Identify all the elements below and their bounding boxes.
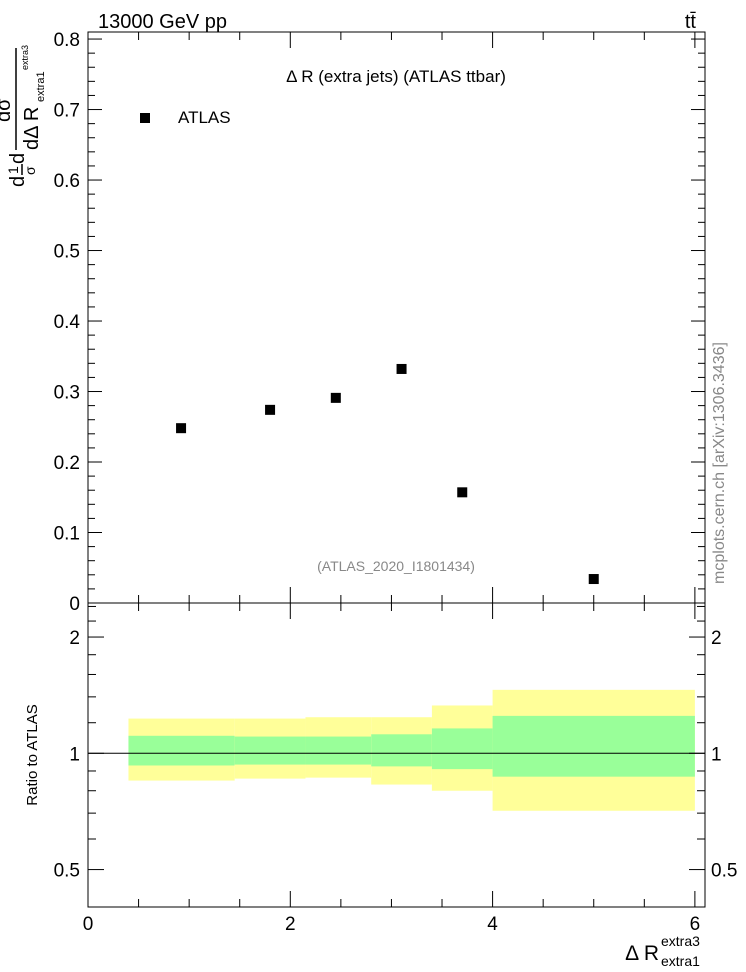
ratio-panel: 0.5 0.5 1 1 2 2 0 2 4 6 Ratio to ATLAS Δ R extra… — [24, 602, 737, 969]
ratio-x-tick-label: 0 — [83, 914, 94, 935]
y-label-d2: d — [7, 153, 29, 164]
ratio-y-tick-label: 0.5 — [54, 861, 80, 882]
process-label: tt̄ — [685, 11, 697, 33]
data-point — [330, 392, 341, 403]
y-label-sigma: σ — [22, 166, 38, 175]
y-axis-label: d 1 σ d dσ ttd dΔ R extra1 extra3 — [0, 45, 47, 187]
data-point — [457, 487, 468, 498]
ratio-x-ticks: 0 2 4 6 — [83, 603, 700, 935]
data-point — [265, 404, 276, 415]
ratio-y-tick-label-right: 1 — [711, 744, 722, 765]
main-marks — [176, 363, 599, 585]
legend-marker — [140, 113, 150, 123]
chart-title: Δ R (extra jets) (ATLAS ttbar) — [286, 67, 506, 86]
main-y-tick-label: 0 — [69, 594, 80, 615]
main-y-tick-label: 0.2 — [54, 453, 80, 474]
x-label-main: Δ R — [625, 942, 659, 965]
y-label-sigma-sup: ttd — [0, 86, 3, 98]
ratio-y-tick-label-right: 2 — [711, 628, 722, 649]
y-label-sub: extra1 — [35, 71, 47, 102]
energy-label: 13000 GeV pp — [98, 11, 227, 33]
y-label-ddelta: dΔ R — [21, 107, 43, 150]
x-label-sub: extra1 — [661, 953, 700, 969]
main-x-ticks — [87, 32, 696, 603]
data-point — [396, 363, 407, 374]
main-panel: 0 0.1 0.2 0.3 0.4 0.5 0.6 0.7 0.8 Δ R (extra jet… — [0, 30, 706, 615]
main-y-tick-label: 0.1 — [54, 524, 80, 545]
legend: ATLAS — [140, 108, 231, 127]
ratio-x-tick-label: 4 — [487, 914, 498, 935]
x-label-sup: extra3 — [661, 933, 700, 949]
y-label-dsigma: dσ — [0, 98, 15, 122]
y-label-one: 1 — [5, 166, 21, 174]
y-label-sup: extra3 — [20, 45, 30, 70]
main-y-tick-label: 0.3 — [54, 383, 80, 404]
x-axis-label: Δ R extra3 extra1 — [625, 933, 700, 969]
ratio-y-tick-label-right: 0.5 — [711, 861, 737, 882]
ratio-y-tick-label: 1 — [69, 744, 80, 765]
ratio-x-tick-label: 6 — [690, 914, 701, 935]
ratio-x-tick-label: 2 — [285, 914, 296, 935]
main-y-tick-label: 0.5 — [54, 242, 80, 263]
data-point — [176, 423, 187, 434]
ratio-inner-band — [234, 736, 306, 765]
y-label-d1: d — [7, 176, 29, 187]
main-y-tick-label: 0.8 — [54, 30, 80, 51]
main-y-tick-label: 0.6 — [54, 171, 80, 192]
ratio-frame — [87, 602, 706, 908]
legend-label: ATLAS — [178, 108, 231, 127]
ratio-inner-band — [431, 728, 493, 770]
ratio-y-label: Ratio to ATLAS — [24, 704, 41, 805]
ratio-y-ticks: 0.5 0.5 1 1 2 2 — [54, 605, 737, 882]
side-label: mcplots.cern.ch [arXiv:1306.3436] — [711, 342, 728, 584]
ratio-inner-band — [128, 735, 235, 766]
data-point — [588, 574, 599, 585]
main-y-tick-label: 0.4 — [54, 312, 81, 333]
ratio-inner-band — [371, 734, 432, 767]
main-y-tick-label: 0.7 — [54, 101, 80, 122]
ratio-y-tick-label: 2 — [69, 628, 80, 649]
ratio-inner-band — [492, 715, 695, 777]
ratio-bands — [128, 689, 695, 811]
main-y-ticks: 0 0.1 0.2 0.3 0.4 0.5 0.6 0.7 0.8 — [54, 30, 705, 615]
analysis-tag: (ATLAS_2020_I1801434) — [317, 558, 475, 574]
ratio-inner-band — [305, 736, 372, 765]
